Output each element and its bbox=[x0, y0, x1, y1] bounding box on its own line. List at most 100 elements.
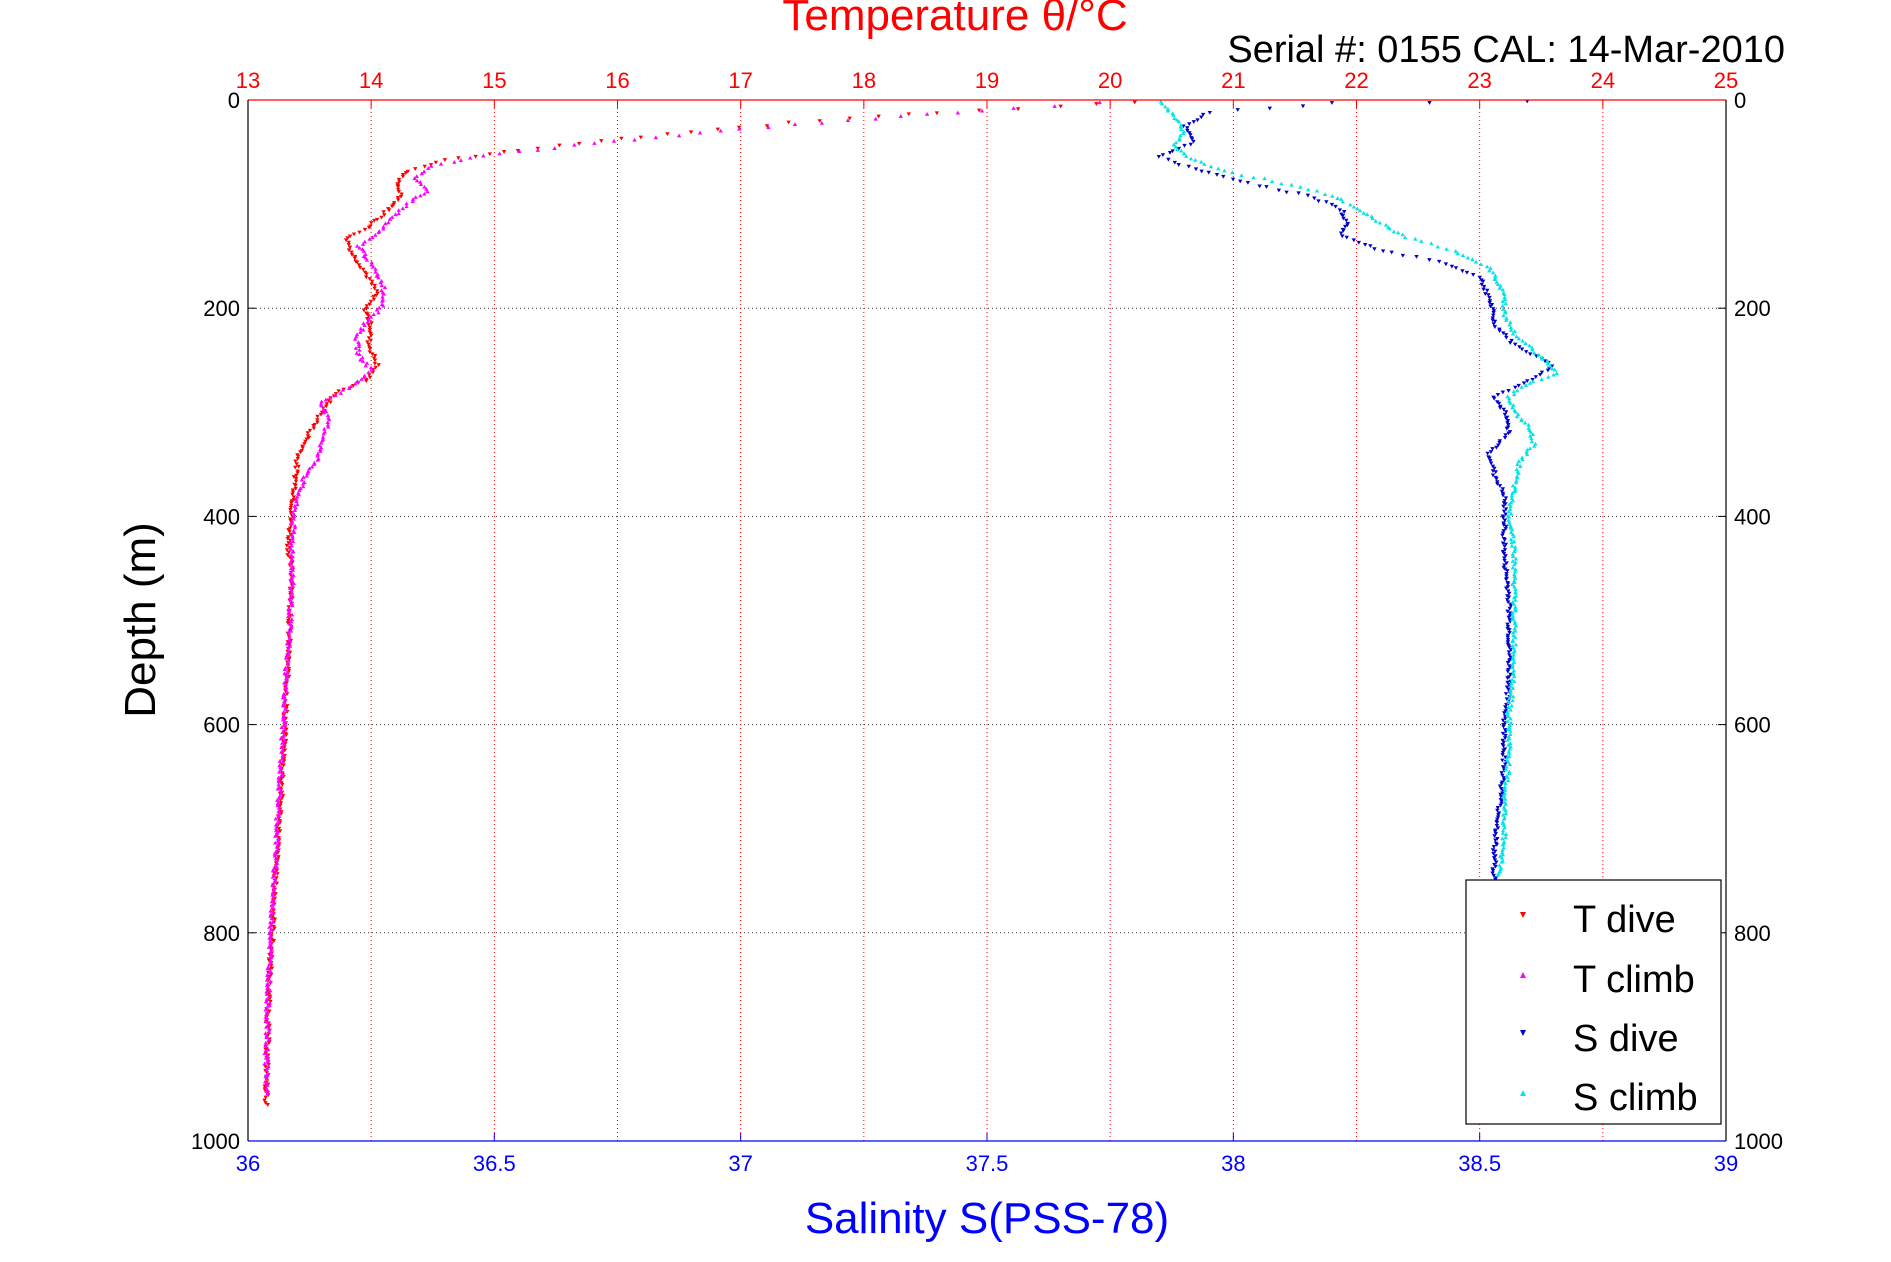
data-point bbox=[1549, 366, 1555, 371]
data-point bbox=[1539, 370, 1545, 375]
data-point bbox=[1513, 567, 1518, 572]
data-point bbox=[367, 277, 372, 281]
data-point bbox=[1512, 485, 1518, 490]
data-point bbox=[452, 159, 457, 164]
chart-title: Temperature θ/°C bbox=[782, 0, 1127, 40]
data-point bbox=[272, 917, 278, 922]
data-point bbox=[361, 308, 367, 313]
data-point bbox=[1492, 325, 1498, 329]
data-point bbox=[357, 347, 362, 352]
data-point bbox=[1470, 257, 1475, 262]
data-point bbox=[1509, 703, 1514, 708]
data-point bbox=[1171, 142, 1176, 147]
data-point bbox=[1511, 601, 1516, 606]
data-point bbox=[280, 760, 285, 765]
data-point bbox=[273, 822, 279, 827]
data-point bbox=[1523, 383, 1529, 387]
data-point bbox=[360, 355, 365, 360]
data-point bbox=[1341, 216, 1346, 221]
data-point bbox=[268, 940, 273, 945]
data-point bbox=[1193, 167, 1199, 172]
data-point bbox=[1333, 204, 1338, 209]
data-point bbox=[1490, 871, 1495, 876]
data-point bbox=[266, 1037, 272, 1042]
data-point bbox=[1511, 534, 1516, 539]
data-point bbox=[1499, 799, 1504, 804]
data-point bbox=[372, 361, 378, 366]
data-point bbox=[281, 763, 286, 768]
data-point bbox=[289, 501, 294, 506]
data-point bbox=[1500, 731, 1506, 736]
data-point bbox=[356, 342, 362, 346]
data-point bbox=[414, 174, 419, 179]
legend: T dive T climb S dive S climb bbox=[1465, 879, 1722, 1125]
data-point bbox=[1503, 811, 1508, 816]
data-point bbox=[289, 612, 295, 617]
data-point bbox=[319, 399, 324, 404]
data-point bbox=[955, 110, 961, 115]
data-point bbox=[1519, 455, 1525, 460]
data-point bbox=[333, 393, 338, 398]
data-point bbox=[267, 1009, 272, 1014]
data-point bbox=[1208, 164, 1214, 169]
data-point bbox=[324, 402, 329, 406]
data-point bbox=[262, 1051, 267, 1056]
data-point bbox=[501, 150, 507, 154]
data-point bbox=[379, 283, 384, 288]
data-point bbox=[306, 436, 311, 440]
data-point bbox=[1495, 826, 1501, 831]
data-point bbox=[1501, 724, 1506, 729]
data-point bbox=[1199, 169, 1204, 174]
data-point bbox=[269, 951, 274, 956]
salinity-tick-label: 38 bbox=[1221, 1151, 1245, 1176]
data-point bbox=[1465, 255, 1471, 260]
data-point bbox=[786, 120, 791, 125]
data-point bbox=[572, 142, 577, 147]
data-point bbox=[1502, 791, 1507, 796]
data-point bbox=[1167, 151, 1173, 155]
data-point bbox=[1497, 440, 1502, 445]
data-point bbox=[369, 260, 374, 265]
data-point bbox=[358, 326, 363, 331]
data-point bbox=[361, 267, 366, 272]
data-point bbox=[1510, 491, 1515, 495]
data-point bbox=[290, 488, 296, 493]
data-point bbox=[611, 138, 617, 143]
data-point bbox=[1500, 307, 1506, 311]
data-point bbox=[304, 437, 309, 442]
data-point bbox=[293, 459, 298, 464]
data-point bbox=[1344, 218, 1349, 223]
data-point bbox=[418, 193, 423, 198]
data-point bbox=[1494, 824, 1500, 828]
data-point bbox=[290, 557, 295, 562]
data-point bbox=[1488, 461, 1494, 466]
data-point bbox=[277, 810, 282, 815]
data-point bbox=[1508, 341, 1513, 345]
data-point bbox=[269, 916, 274, 921]
data-point bbox=[268, 999, 273, 1004]
data-point bbox=[1372, 247, 1377, 252]
data-point bbox=[374, 289, 380, 294]
data-point bbox=[357, 265, 363, 270]
data-point bbox=[1513, 556, 1519, 561]
data-point bbox=[425, 189, 430, 194]
data-point bbox=[1508, 672, 1513, 677]
data-point bbox=[290, 584, 296, 588]
data-point bbox=[1355, 206, 1360, 211]
data-point bbox=[1453, 266, 1459, 270]
data-point bbox=[1505, 609, 1510, 614]
data-point bbox=[1503, 567, 1508, 572]
data-point bbox=[367, 350, 373, 355]
data-point bbox=[1478, 262, 1484, 266]
data-point bbox=[1491, 307, 1496, 311]
data-point bbox=[1499, 771, 1504, 775]
data-point bbox=[1436, 259, 1442, 264]
data-point bbox=[1502, 544, 1507, 549]
data-point bbox=[1166, 157, 1171, 162]
data-point bbox=[1351, 238, 1357, 243]
data-point bbox=[325, 413, 331, 418]
data-point bbox=[1214, 172, 1220, 177]
data-point bbox=[290, 536, 295, 541]
depth-tick-label-right: 200 bbox=[1734, 296, 1771, 321]
data-point bbox=[278, 791, 284, 795]
